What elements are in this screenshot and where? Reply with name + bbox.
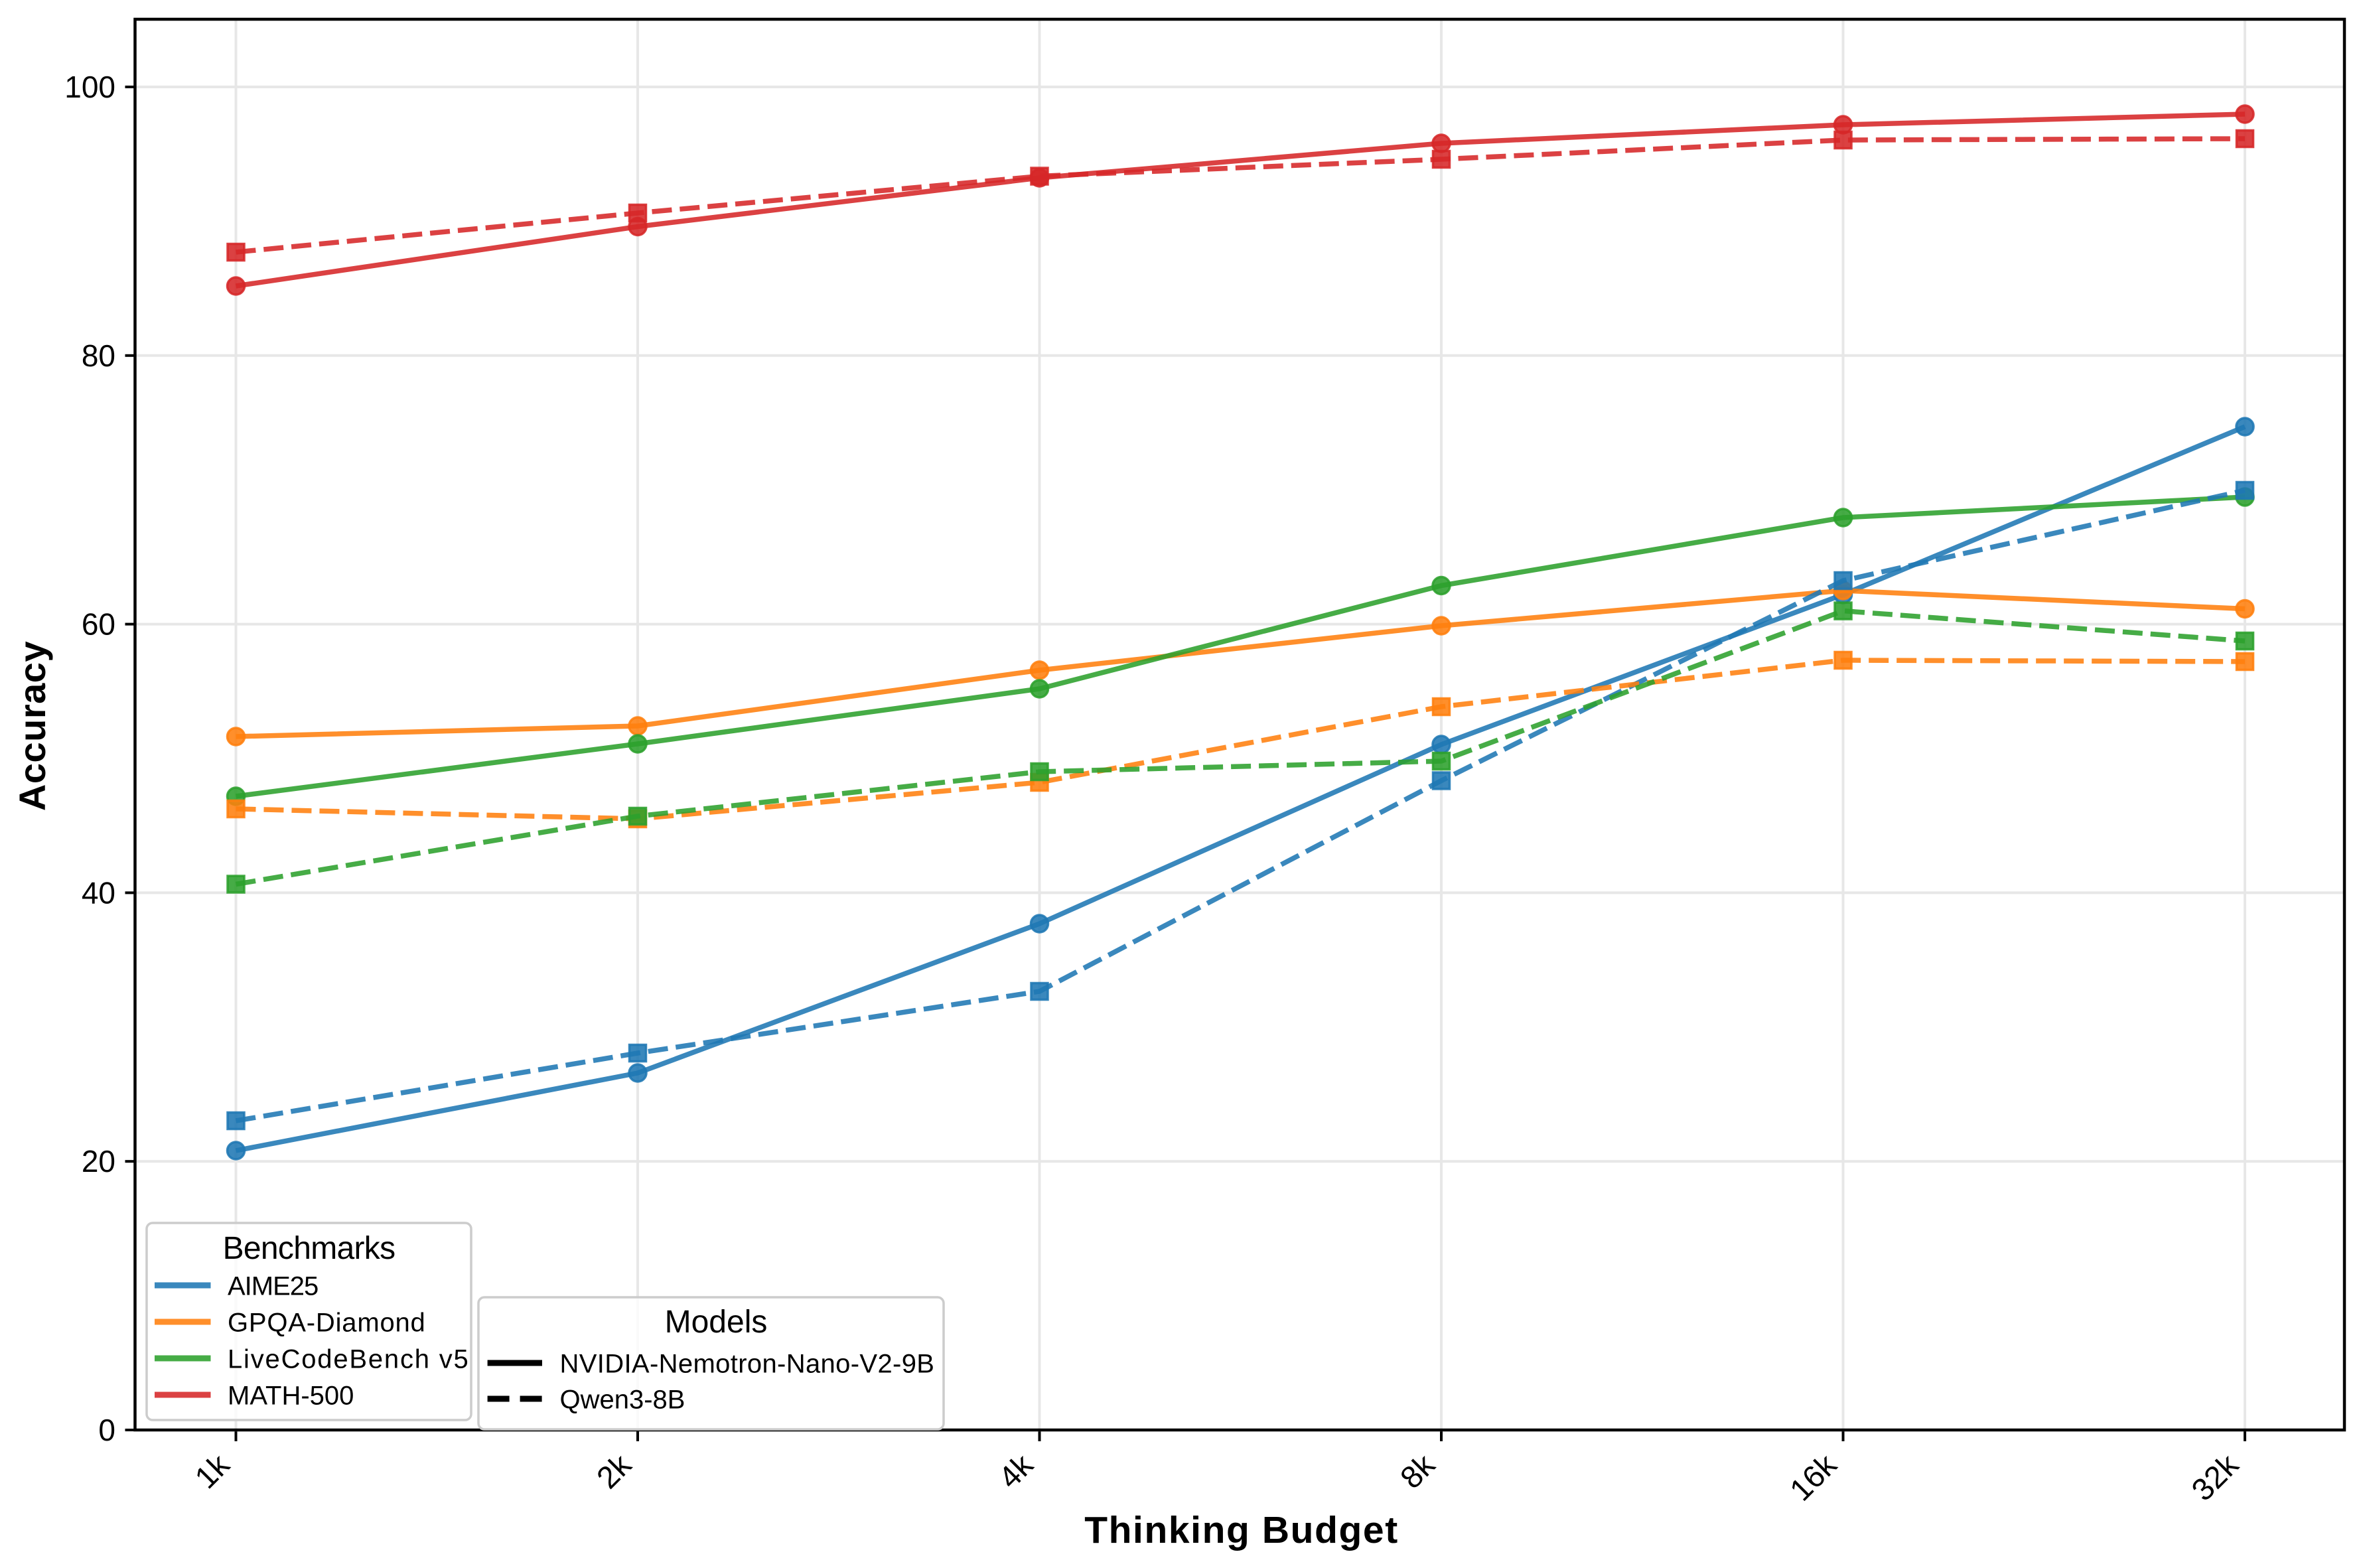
svg-text:AIME25: AIME25	[228, 1272, 318, 1301]
svg-text:Benchmarks: Benchmarks	[223, 1231, 395, 1266]
svg-text:NVIDIA-Nemotron-Nano-V2-9B: NVIDIA-Nemotron-Nano-V2-9B	[560, 1349, 935, 1378]
svg-text:40: 40	[82, 875, 115, 910]
svg-text:0: 0	[98, 1413, 115, 1447]
svg-text:LiveCodeBench v5: LiveCodeBench v5	[228, 1345, 470, 1374]
svg-text:20: 20	[82, 1144, 115, 1178]
svg-text:Models: Models	[665, 1305, 768, 1340]
svg-text:Accuracy: Accuracy	[11, 641, 53, 811]
svg-text:Thinking Budget: Thinking Budget	[1084, 1509, 1399, 1551]
svg-text:80: 80	[82, 338, 115, 373]
svg-text:Qwen3-8B: Qwen3-8B	[560, 1386, 685, 1415]
svg-text:60: 60	[82, 607, 115, 642]
svg-text:GPQA-Diamond: GPQA-Diamond	[228, 1309, 426, 1338]
svg-text:100: 100	[64, 70, 115, 104]
svg-text:MATH-500: MATH-500	[228, 1382, 354, 1411]
